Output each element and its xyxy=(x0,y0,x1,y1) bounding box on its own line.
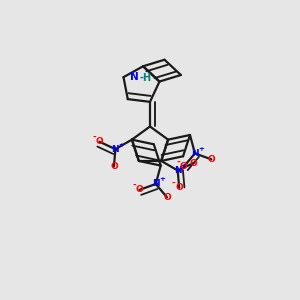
Text: N: N xyxy=(130,72,139,82)
Text: O: O xyxy=(208,155,215,164)
Text: N: N xyxy=(112,145,119,154)
Text: O: O xyxy=(96,137,104,146)
Text: O: O xyxy=(110,162,118,171)
Text: -: - xyxy=(92,133,96,142)
Text: N: N xyxy=(191,149,199,158)
Text: +: + xyxy=(118,142,124,148)
Text: O: O xyxy=(190,159,197,168)
Text: +: + xyxy=(181,163,187,169)
Text: +: + xyxy=(159,176,165,182)
Text: +: + xyxy=(198,146,204,152)
Text: -: - xyxy=(132,181,136,190)
Text: O: O xyxy=(175,183,183,192)
Text: N: N xyxy=(152,179,160,188)
Text: -H: -H xyxy=(139,73,151,83)
Text: O: O xyxy=(163,193,171,202)
Text: O: O xyxy=(136,185,143,194)
Text: O: O xyxy=(180,162,188,171)
Text: N: N xyxy=(174,166,182,175)
Text: -: - xyxy=(176,158,180,166)
Text: -: - xyxy=(172,178,176,188)
